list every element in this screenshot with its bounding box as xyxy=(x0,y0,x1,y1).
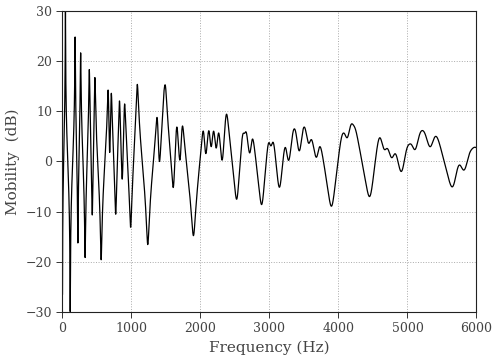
X-axis label: Frequency (Hz): Frequency (Hz) xyxy=(209,341,330,356)
Y-axis label: Mobility  (dB): Mobility (dB) xyxy=(5,108,20,214)
